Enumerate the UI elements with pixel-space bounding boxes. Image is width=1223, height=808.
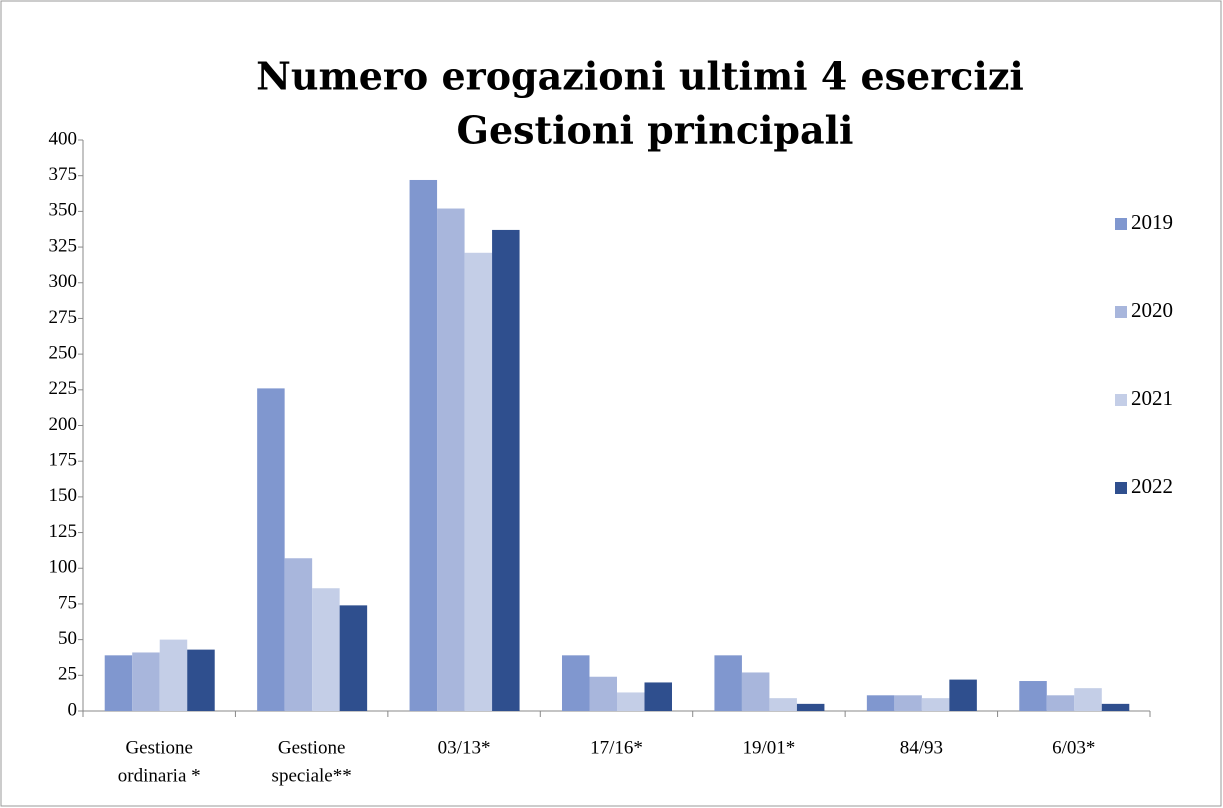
bar bbox=[437, 208, 465, 711]
x-tick-label: 03/13* bbox=[438, 737, 491, 758]
y-tick-label: 300 bbox=[49, 271, 78, 292]
bar bbox=[257, 388, 285, 711]
bar bbox=[492, 229, 520, 711]
x-tick-label: 84/93 bbox=[900, 737, 943, 758]
bar bbox=[769, 698, 797, 711]
y-tick-label: 400 bbox=[49, 128, 78, 149]
y-tick-label: 250 bbox=[49, 342, 78, 363]
bar bbox=[284, 558, 313, 711]
y-tick-label: 175 bbox=[49, 450, 78, 471]
bar bbox=[866, 695, 895, 711]
legend-label: 2022 bbox=[1131, 474, 1173, 498]
legend-label: 2021 bbox=[1131, 386, 1173, 410]
chart-title: Numero erogazioni ultimi 4 esercizi bbox=[256, 54, 1024, 99]
bar bbox=[714, 655, 742, 711]
bar bbox=[312, 588, 340, 711]
x-tick-label: Gestione bbox=[125, 737, 193, 758]
legend-label: 2019 bbox=[1131, 210, 1173, 234]
x-tick-label: 19/01* bbox=[743, 737, 796, 758]
bar bbox=[187, 649, 215, 711]
bar bbox=[1074, 688, 1102, 711]
bar bbox=[1019, 681, 1047, 711]
bar bbox=[796, 703, 825, 711]
legend-swatch bbox=[1115, 482, 1127, 494]
legend-swatch bbox=[1115, 394, 1127, 406]
y-tick-label: 25 bbox=[58, 664, 77, 685]
y-tick-label: 125 bbox=[49, 521, 78, 542]
y-tick-label: 325 bbox=[49, 235, 78, 256]
bar bbox=[1046, 695, 1075, 711]
bar bbox=[132, 652, 160, 711]
y-tick-label: 75 bbox=[58, 592, 77, 613]
legend-swatch bbox=[1115, 218, 1127, 230]
bar bbox=[159, 639, 188, 711]
y-tick-label: 225 bbox=[49, 378, 78, 399]
x-tick-label: 17/16* bbox=[590, 737, 643, 758]
y-tick-label: 200 bbox=[49, 414, 78, 435]
y-tick-label: 275 bbox=[49, 307, 78, 328]
chart-subtitle: Gestioni principali bbox=[457, 108, 854, 153]
bar bbox=[339, 605, 368, 711]
bar bbox=[589, 676, 617, 711]
x-tick-label: 6/03* bbox=[1052, 737, 1095, 758]
bar bbox=[1101, 703, 1130, 711]
bar bbox=[949, 679, 977, 711]
x-tick-label: speciale** bbox=[272, 765, 352, 786]
x-tick-label: Gestione bbox=[278, 737, 346, 758]
y-tick-label: 100 bbox=[49, 557, 78, 578]
y-tick-label: 0 bbox=[68, 699, 78, 720]
bar bbox=[644, 682, 672, 711]
bar bbox=[104, 655, 133, 711]
bar bbox=[894, 695, 922, 711]
y-tick-label: 350 bbox=[49, 200, 78, 221]
legend-label: 2020 bbox=[1131, 298, 1173, 322]
y-tick-label: 50 bbox=[58, 628, 77, 649]
bar bbox=[562, 655, 590, 711]
y-tick-label: 375 bbox=[49, 164, 78, 185]
legend-swatch bbox=[1115, 306, 1127, 318]
bar bbox=[464, 252, 493, 711]
y-tick-label: 150 bbox=[49, 485, 78, 506]
bar bbox=[617, 692, 645, 711]
bar bbox=[741, 672, 770, 711]
bar bbox=[921, 698, 950, 711]
bar bbox=[409, 179, 438, 712]
x-tick-label: ordinaria * bbox=[118, 765, 201, 786]
